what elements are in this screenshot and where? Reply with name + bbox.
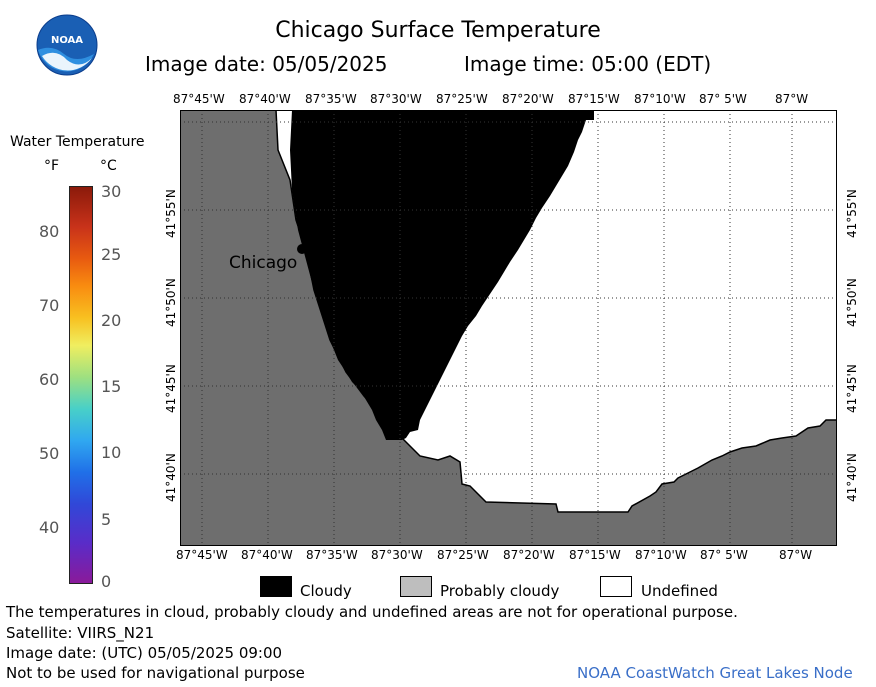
colorbar-f-tick: 80 [39, 222, 60, 241]
lon-label-bottom: 87°20'W [503, 548, 555, 562]
credit-text: NOAA CoastWatch Great Lakes Node [577, 664, 853, 682]
lon-label-bottom: 87°30'W [371, 548, 423, 562]
colorbar-c-tick: 30 [101, 182, 122, 201]
colorbar-c-tick: 10 [101, 443, 122, 462]
colorbar-c-tick: 5 [101, 510, 112, 529]
noaa-logo: NOAA [36, 14, 98, 76]
lon-label-top: 87° 5'W [699, 92, 747, 106]
nav-warning-text: Not to be used for navigational purpose [6, 664, 305, 682]
map-title: Chicago Surface Temperature [275, 18, 601, 43]
colorbar-c-tick: 25 [101, 245, 122, 264]
colorbar [69, 186, 93, 584]
colorbar-f-tick: 70 [39, 296, 60, 315]
utc-date-text: Image date: (UTC) 05/05/2025 09:00 [6, 644, 283, 662]
lon-label-bottom: 87°25'W [437, 548, 489, 562]
city-label-chicago: Chicago [229, 253, 298, 273]
lat-label-left: 41°40'N [164, 453, 178, 502]
legend-swatch-cloudy [260, 576, 292, 597]
lat-label-right: 41°40'N [845, 453, 859, 502]
image-date: Image date: 05/05/2025 [145, 52, 388, 76]
lon-label-bottom: 87°10'W [635, 548, 687, 562]
lat-label-right: 41°45'N [845, 364, 859, 413]
satellite-text: Satellite: VIIRS_N21 [6, 624, 155, 642]
lat-label-right: 41°55'N [845, 189, 859, 238]
disclaimer-text: The temperatures in cloud, probably clou… [6, 603, 738, 621]
map-panel [180, 110, 837, 546]
lat-label-left: 41°45'N [164, 364, 178, 413]
colorbar-f-tick: 60 [39, 370, 60, 389]
colorbar-title: Water Temperature [10, 134, 145, 150]
colorbar-unit-c: °C [100, 158, 117, 174]
lon-label-top: 87°30'W [370, 92, 422, 106]
graticule [180, 110, 837, 546]
legend-swatch-undefined [600, 576, 632, 597]
legend-swatch-probably-cloudy [400, 576, 432, 597]
svg-text:NOAA: NOAA [51, 35, 83, 46]
colorbar-f-tick: 40 [39, 518, 60, 537]
colorbar-c-tick: 15 [101, 377, 122, 396]
colorbar-unit-f: °F [44, 158, 60, 174]
lon-label-top: 87°W [775, 92, 809, 106]
lon-label-bottom: 87°15'W [569, 548, 621, 562]
colorbar-c-tick: 20 [101, 311, 122, 330]
lon-label-bottom: 87°40'W [241, 548, 293, 562]
lon-label-top: 87°45'W [173, 92, 225, 106]
image-time: Image time: 05:00 (EDT) [464, 52, 712, 76]
lon-label-top: 87°20'W [502, 92, 554, 106]
lon-label-top: 87°10'W [634, 92, 686, 106]
legend-label-cloudy: Cloudy [300, 582, 352, 600]
lat-label-right: 41°50'N [845, 278, 859, 327]
lon-label-top: 87°25'W [436, 92, 488, 106]
land-area [180, 110, 837, 546]
colorbar-f-tick: 50 [39, 444, 60, 463]
cloudy-area [290, 110, 594, 440]
lon-label-bottom: 87°35'W [306, 548, 358, 562]
legend-label-undefined: Undefined [641, 582, 718, 600]
lon-label-bottom: 87°45'W [176, 548, 228, 562]
lon-label-top: 87°35'W [305, 92, 357, 106]
lat-label-left: 41°55'N [164, 189, 178, 238]
lat-label-left: 41°50'N [164, 278, 178, 327]
lon-label-bottom: 87°W [779, 548, 813, 562]
lon-label-top: 87°40'W [239, 92, 291, 106]
colorbar-c-tick: 0 [101, 572, 112, 591]
chicago-marker [297, 244, 307, 254]
lon-label-bottom: 87° 5'W [700, 548, 748, 562]
legend-label-probably-cloudy: Probably cloudy [440, 582, 560, 600]
lon-label-top: 87°15'W [568, 92, 620, 106]
